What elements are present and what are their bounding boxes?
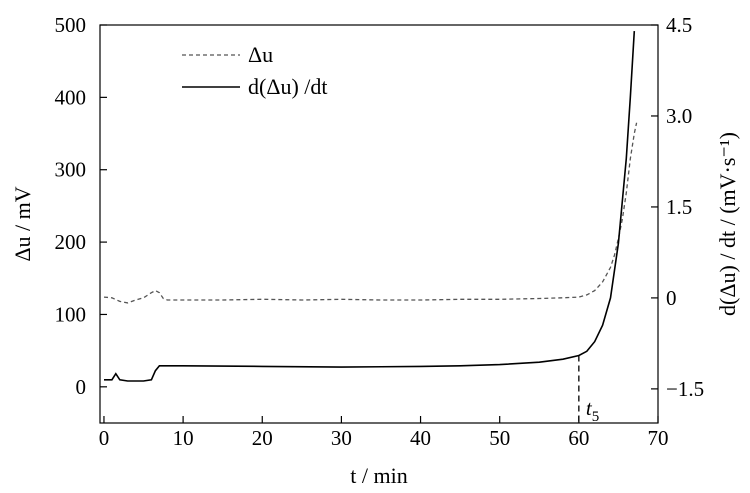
y-left-tick-label: 300 [55,158,87,182]
y-right-axis-ticks: −1.5 0 1.5 3.0 4.5 [651,13,704,401]
series-group [103,31,638,382]
y-right-tick-label: 1.5 [666,195,692,219]
y-right-tick-label: 3.0 [666,104,692,128]
x-tick-label: 0 [99,426,110,450]
y-right-tick-label: 4.5 [666,13,692,37]
x-tick-label: 50 [489,426,510,450]
x-axis-ticks: 0 10 20 30 40 50 60 70 [99,416,669,450]
y-right-tick-label: 0 [666,286,677,310]
legend: Δu d(Δu) /dt [182,42,328,99]
x-tick-label: 60 [568,426,589,450]
y-left-tick-label: 100 [55,302,87,326]
y-left-axis-ticks: 0 100 200 300 400 500 [55,13,107,399]
x-tick-label: 30 [331,426,352,450]
derivative-series-line [104,31,636,382]
x-tick-label: 10 [173,426,194,450]
y-left-tick-label: 200 [55,230,87,254]
x-axis-title: t / min [350,463,407,488]
t5-annotation-label: t5 [586,396,599,425]
y-left-tick-label: 0 [76,375,87,399]
y-left-axis-title: Δu / mV [10,186,35,261]
annotation-group: t5 [578,355,599,425]
legend-label-delta-u: Δu [248,42,273,67]
x-tick-label: 70 [648,426,669,450]
y-left-tick-label: 400 [55,85,87,109]
x-tick-label: 40 [410,426,431,450]
y-right-axis-title: d(Δu) / dt / (mV·s⁻¹) [715,132,740,316]
y-left-tick-label: 500 [55,13,87,37]
delta-u-series-line [103,122,638,304]
legend-label-derivative: d(Δu) /dt [248,74,328,99]
x-tick-label: 20 [252,426,273,450]
y-right-tick-label: −1.5 [666,377,704,401]
plot-frame [99,24,659,424]
